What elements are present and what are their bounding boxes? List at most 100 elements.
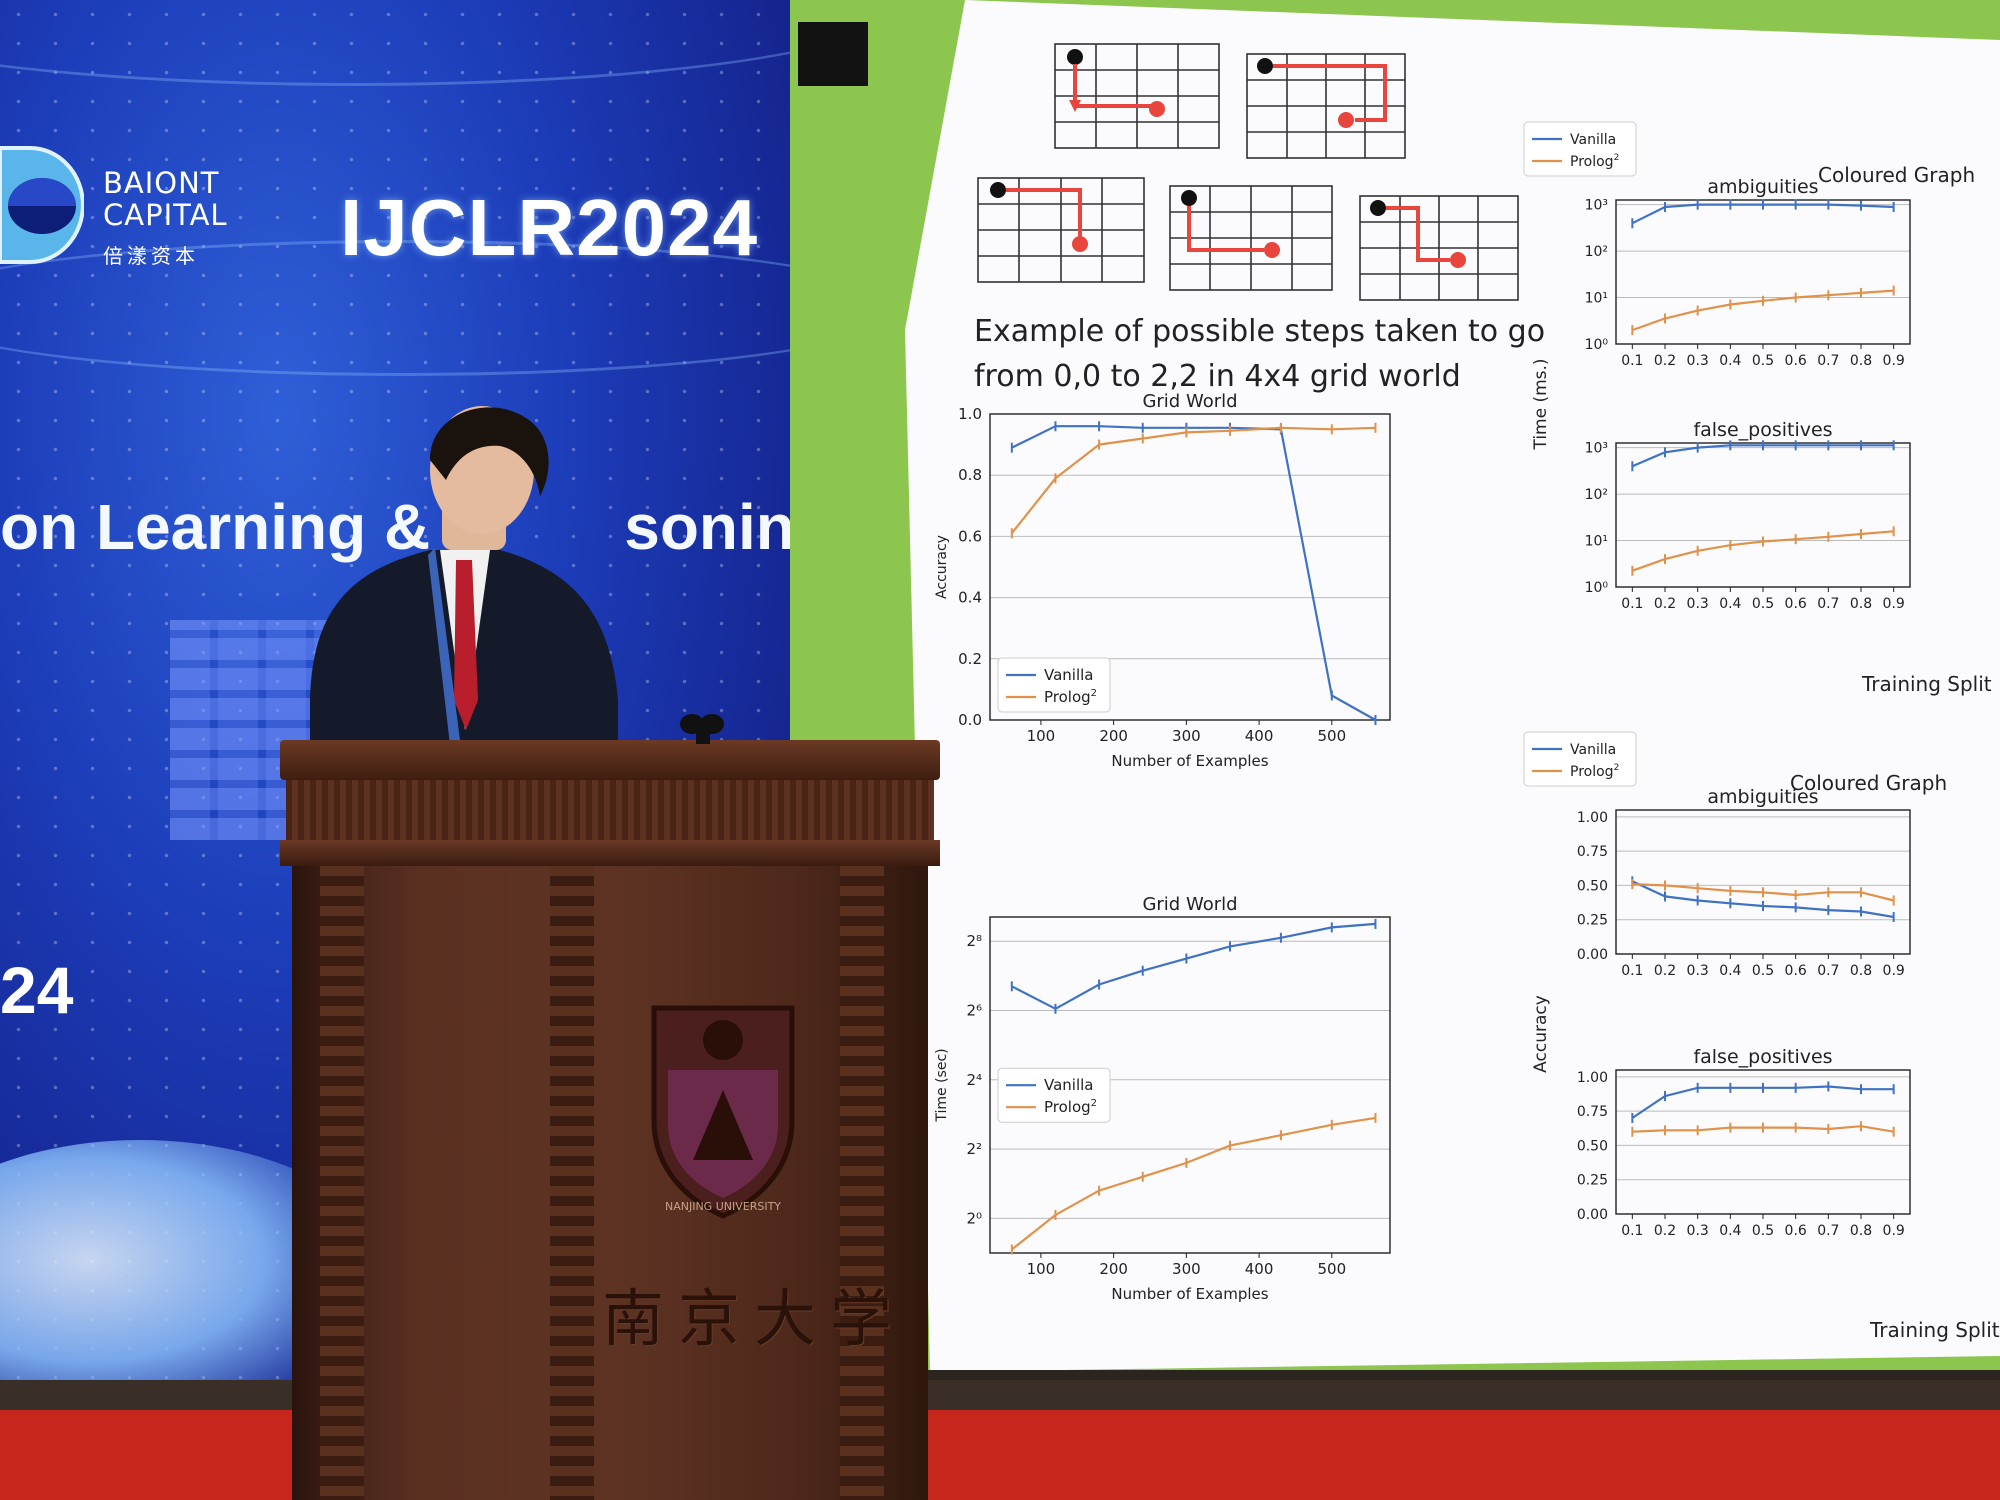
x-tick-label: 0.9	[1883, 1223, 1905, 1239]
x-tick-label: 200	[1099, 727, 1128, 745]
x-tick-label: 0.7	[1817, 353, 1839, 369]
x-tick-label: 100	[1027, 727, 1056, 745]
y-tick-label: 0.8	[958, 466, 982, 484]
lectern	[280, 740, 940, 1500]
legend-label: Prolog2	[1570, 153, 1619, 170]
x-tick-label: 0.3	[1687, 963, 1709, 979]
y-tick-label: 2⁶	[966, 1002, 982, 1020]
training-split-label-2: Training Split	[1870, 1318, 2000, 1342]
y-tick-label: 0.00	[1577, 947, 1608, 963]
legend-label: Prolog2	[1570, 763, 1619, 780]
x-tick-label: 0.1	[1621, 1223, 1643, 1239]
x-tick-label: 0.2	[1654, 596, 1676, 612]
y-axis-label: Accuracy	[1531, 995, 1551, 1073]
lectern-top	[280, 740, 940, 780]
x-tick-label: 500	[1317, 727, 1346, 745]
ambiguities-time-chart: ambiguities 10⁰ 10¹ 10² 10³ 0.1 0.2 0.3 0.4 0.5 0.…	[1523, 121, 1920, 451]
screen-bezel	[798, 22, 868, 86]
y-tick-label: 10⁰	[1585, 337, 1609, 353]
y-tick-label: 2⁰	[966, 1209, 982, 1227]
x-tick-label: 0.4	[1719, 963, 1741, 979]
x-tick-label: 0.6	[1785, 353, 1807, 369]
grid-caption-line2: from 0,0 to 2,2 in 4x4 grid world	[974, 359, 1461, 394]
baiont-logo-icon	[0, 146, 84, 264]
subtitle-fragment-end: soning	[624, 491, 800, 563]
swoosh-line	[0, 240, 800, 376]
x-axis-label: Number of Examples	[1111, 1285, 1268, 1303]
y-tick-label: 1.0	[958, 405, 982, 423]
chart-svg: ambiguities 0.00 0.25 0.50 0.75 1.00 0.1 0.2 0.3…	[1523, 731, 1911, 1073]
y-tick-label: 10²	[1585, 244, 1608, 260]
chart-svg: false_positives 0.00 0.25 0.50 0.75 1.00 0.1 0.…	[1577, 1046, 1911, 1239]
y-tick-label: 10²	[1585, 487, 1608, 503]
y-tick-label: 0.50	[1577, 1138, 1608, 1154]
x-tick-label: 0.8	[1850, 1223, 1872, 1239]
y-tick-label: 0.4	[958, 589, 982, 607]
x-tick-label: 0.6	[1785, 596, 1807, 612]
lectern-pillar	[320, 866, 364, 1500]
series-line-vanilla	[1011, 922, 1376, 1011]
x-tick-label: 0.2	[1654, 963, 1676, 979]
grid-path-example	[1169, 185, 1333, 291]
x-axis-label: Number of Examples	[1111, 752, 1268, 770]
x-tick-label: 0.2	[1654, 353, 1676, 369]
y-tick-label: 2²	[966, 1140, 982, 1158]
lectern-pillar	[550, 866, 594, 1500]
x-tick-label: 100	[1027, 1260, 1056, 1278]
plot-frame	[1615, 1069, 1911, 1215]
x-tick-label: 0.7	[1817, 963, 1839, 979]
x-tick-label: 0.8	[1850, 596, 1872, 612]
x-tick-label: 0.5	[1752, 596, 1774, 612]
grid-path-example	[1054, 43, 1220, 149]
podium-university-name: 南京大学	[602, 1282, 907, 1355]
lectern-carved-band	[286, 780, 934, 840]
grid-path-example	[1246, 53, 1406, 159]
x-tick-label: 500	[1317, 1260, 1346, 1278]
x-tick-label: 0.5	[1752, 1223, 1774, 1239]
brand-name-chinese: 倍漾资本	[103, 244, 199, 268]
legend-label: Vanilla	[1044, 1076, 1094, 1094]
x-tick-label: 400	[1245, 727, 1274, 745]
legend-label: Vanilla	[1570, 742, 1616, 758]
legend-label: Prolog2	[1044, 1098, 1097, 1116]
chart-svg: Grid World 0.0 0.2 0.4 0.6 0.8 1.0 100 200 300 400…	[934, 391, 1391, 770]
y-tick-label: 10³	[1585, 441, 1608, 457]
x-tick-label: 0.1	[1621, 596, 1643, 612]
false-positives-accuracy-chart: false_positives 0.00 0.25 0.50 0.75 1.00 0.1 0.…	[1560, 1040, 1920, 1254]
y-tick-label: 0.00	[1577, 1207, 1608, 1223]
x-tick-label: 300	[1172, 727, 1201, 745]
chart-title: ambiguities	[1707, 786, 1818, 808]
x-tick-label: 0.4	[1719, 1223, 1741, 1239]
training-split-label: Training Split	[1862, 672, 1992, 696]
y-tick-label: 0.25	[1577, 913, 1608, 929]
y-axis-label: Time (sec)	[934, 1048, 950, 1122]
legend-label: Prolog2	[1044, 688, 1097, 706]
legend-label: Vanilla	[1570, 132, 1616, 148]
plot-frame	[1615, 442, 1911, 588]
series-line-prolog	[1010, 426, 1376, 534]
grid-world-accuracy-chart: Grid World 0.0 0.2 0.4 0.6 0.8 1.0 100 200 300 400…	[930, 390, 1400, 784]
x-tick-label: 0.3	[1687, 1223, 1709, 1239]
x-tick-label: 200	[1099, 1260, 1128, 1278]
y-tick-label: 10³	[1585, 198, 1608, 214]
x-tick-label: 0.9	[1883, 596, 1905, 612]
coloured-graph-title-2: Coloured Graph	[1790, 771, 1948, 795]
y-tick-label: 0.25	[1577, 1173, 1608, 1189]
x-tick-label: 0.6	[1785, 1223, 1807, 1239]
x-tick-label: 0.8	[1850, 353, 1872, 369]
conference-subtitle: on Learning & R soning	[0, 490, 800, 564]
ambiguities-accuracy-chart: ambiguities 0.00 0.25 0.50 0.75 1.00 0.1 0.2 0.3…	[1523, 731, 1920, 1073]
swoosh-line	[0, 0, 800, 86]
university-crest-icon: NANJING UNIVERSITY	[651, 1005, 795, 1219]
brand-name-line2: CAPITAL	[103, 198, 228, 232]
chart-legend: Vanilla Prolog2	[1523, 731, 1637, 787]
coloured-graph-title: Coloured Graph	[1818, 163, 1976, 187]
chart-legend: Vanilla Prolog2	[997, 657, 1111, 713]
plot-frame	[1615, 809, 1911, 955]
grid-path-example	[1359, 195, 1519, 301]
x-tick-label: 0.1	[1621, 353, 1643, 369]
x-tick-label: 0.2	[1654, 1223, 1676, 1239]
y-axis-label: Time (ms.)	[1531, 358, 1551, 450]
y-tick-label: 1.00	[1577, 1070, 1608, 1086]
